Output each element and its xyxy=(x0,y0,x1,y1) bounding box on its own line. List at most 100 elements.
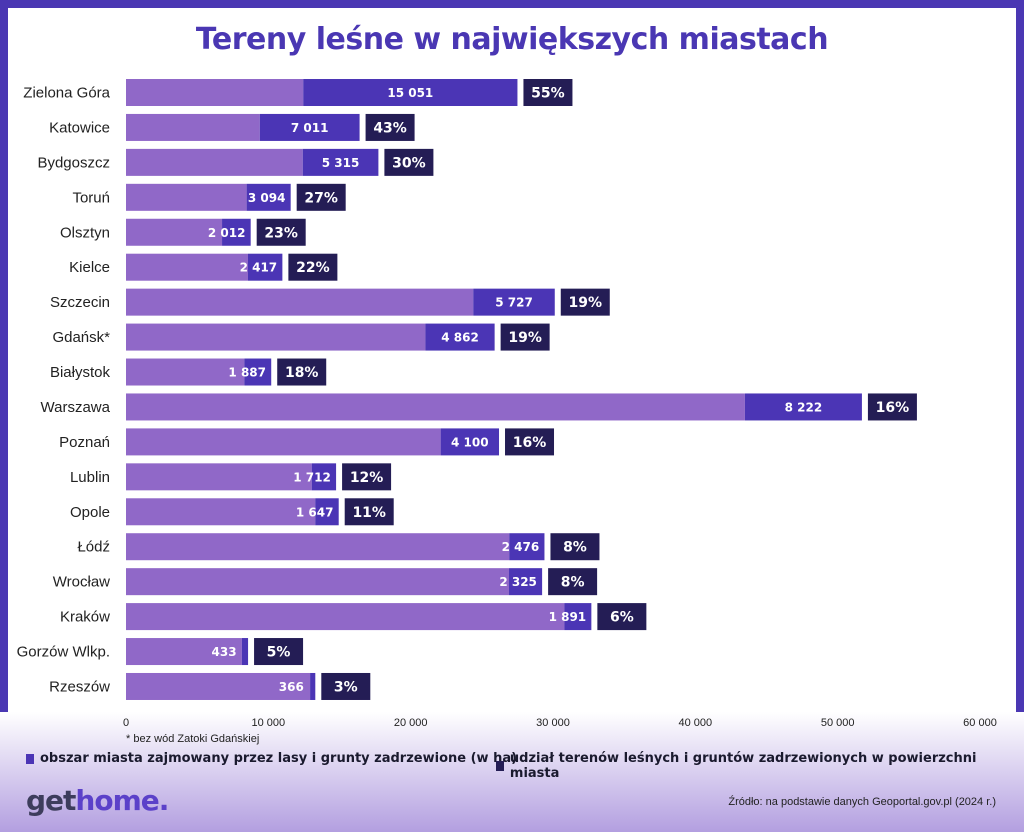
value-label: 5 727 xyxy=(495,296,533,310)
value-label: 5 315 xyxy=(322,156,360,170)
share-box xyxy=(344,498,394,526)
bar-forest-area xyxy=(509,568,543,596)
share-label: 23% xyxy=(264,225,298,241)
share-label: 5% xyxy=(267,645,291,661)
bar-city-area xyxy=(126,323,426,351)
legend-item-forest-area: obszar miasta zajmowany przez lasy i gru… xyxy=(26,751,517,766)
category-label: Szczecin xyxy=(50,294,110,311)
bar-forest-area xyxy=(303,79,518,106)
share-box xyxy=(288,253,338,281)
bar-forest-area xyxy=(259,113,360,141)
bar-forest-area xyxy=(247,253,283,281)
category-label: Białystok xyxy=(50,364,111,381)
x-tick-label: 10 000 xyxy=(252,717,286,729)
bar-city-area xyxy=(126,672,311,700)
value-label: 4 862 xyxy=(441,331,479,345)
share-label: 8% xyxy=(561,575,585,591)
value-label: 2 476 xyxy=(502,540,540,554)
bar-forest-area xyxy=(744,393,862,421)
category-label: Kraków xyxy=(60,609,110,626)
bar-city-area xyxy=(126,288,474,316)
bottom-gradient xyxy=(0,712,1024,832)
category-label: Wrocław xyxy=(53,574,110,591)
bar-forest-area xyxy=(241,638,249,666)
value-label: 1 887 xyxy=(228,366,266,380)
share-label: 19% xyxy=(569,295,603,311)
bar-forest-area xyxy=(222,218,251,246)
category-label: Olsztyn xyxy=(60,224,110,241)
bar-city-area xyxy=(126,358,245,386)
value-label: 1 647 xyxy=(296,505,334,519)
bar-city-area xyxy=(126,568,510,596)
value-label: 2 012 xyxy=(208,226,246,240)
value-label: 2 417 xyxy=(240,261,278,275)
x-tick-label: 0 xyxy=(123,717,129,729)
bar-city-area xyxy=(126,113,260,141)
share-box xyxy=(365,113,415,141)
value-label: 15 051 xyxy=(387,86,433,100)
footnote: * bez wód Zatoki Gdańskiej xyxy=(126,733,260,745)
bar-city-area xyxy=(126,463,312,491)
bar-city-area xyxy=(126,533,510,561)
share-box xyxy=(384,148,434,176)
category-label: Gorzów Wlkp. xyxy=(17,644,110,661)
category-label: Katowice xyxy=(49,119,110,136)
share-label: 30% xyxy=(392,155,426,171)
share-label: 12% xyxy=(350,470,384,486)
share-box xyxy=(550,533,600,561)
x-tick-label: 20 000 xyxy=(394,717,428,729)
logo-part-get: get xyxy=(26,784,76,817)
share-box xyxy=(597,603,647,631)
bar-forest-area xyxy=(473,288,555,316)
share-box xyxy=(560,288,610,316)
share-box xyxy=(296,183,346,211)
bar-city-area xyxy=(126,428,441,456)
bar-city-area xyxy=(126,638,242,666)
bar-forest-area xyxy=(311,463,337,491)
share-label: 3% xyxy=(334,679,358,695)
bar-city-area xyxy=(126,218,223,246)
legend-label-forest-share: udział terenów leśnych i gruntów zadrzew… xyxy=(509,751,977,781)
share-box xyxy=(548,568,598,596)
value-label: 2 325 xyxy=(499,575,537,589)
bar-city-area xyxy=(126,603,565,631)
bar-forest-area xyxy=(564,603,592,631)
source-note: Źródło: na podstawie danych Geoportal.go… xyxy=(728,796,996,808)
share-box xyxy=(523,79,573,106)
x-tick-label: 40 000 xyxy=(679,717,713,729)
bar-city-area xyxy=(126,393,745,421)
value-label: 366 xyxy=(279,680,304,694)
value-label: 1 891 xyxy=(549,610,587,624)
share-label: 55% xyxy=(531,86,565,102)
category-label: Łódź xyxy=(77,539,110,556)
bar-chart: Zielona Góra 15 051 55% Katowice 7 011 43% Byd… xyxy=(17,79,997,729)
bar-forest-area xyxy=(302,148,379,176)
category-label: Rzeszów xyxy=(49,678,110,695)
share-label: 8% xyxy=(563,540,587,556)
share-label: 27% xyxy=(304,190,338,206)
bar-forest-area xyxy=(440,428,500,456)
value-label: 433 xyxy=(212,645,237,659)
value-label: 7 011 xyxy=(291,121,329,135)
bar-city-area xyxy=(126,498,316,526)
category-label: Opole xyxy=(70,504,110,521)
value-label: 3 094 xyxy=(248,191,286,205)
value-label: 8 222 xyxy=(785,400,823,414)
share-label: 16% xyxy=(876,400,910,416)
share-box xyxy=(867,393,917,421)
category-label: Kielce xyxy=(69,259,110,276)
share-label: 6% xyxy=(610,610,634,626)
share-box xyxy=(342,463,392,491)
bar-forest-area xyxy=(244,358,272,386)
x-tick-label: 50 000 xyxy=(821,717,855,729)
bar-forest-area xyxy=(310,672,316,700)
share-box xyxy=(277,358,327,386)
category-label: Lublin xyxy=(70,469,110,486)
bar-city-area xyxy=(126,148,303,176)
share-label: 19% xyxy=(508,330,542,346)
share-label: 18% xyxy=(285,365,319,381)
category-label: Poznań xyxy=(59,434,110,451)
share-label: 16% xyxy=(513,435,547,451)
value-label: 4 100 xyxy=(451,435,489,449)
share-box xyxy=(256,218,306,246)
